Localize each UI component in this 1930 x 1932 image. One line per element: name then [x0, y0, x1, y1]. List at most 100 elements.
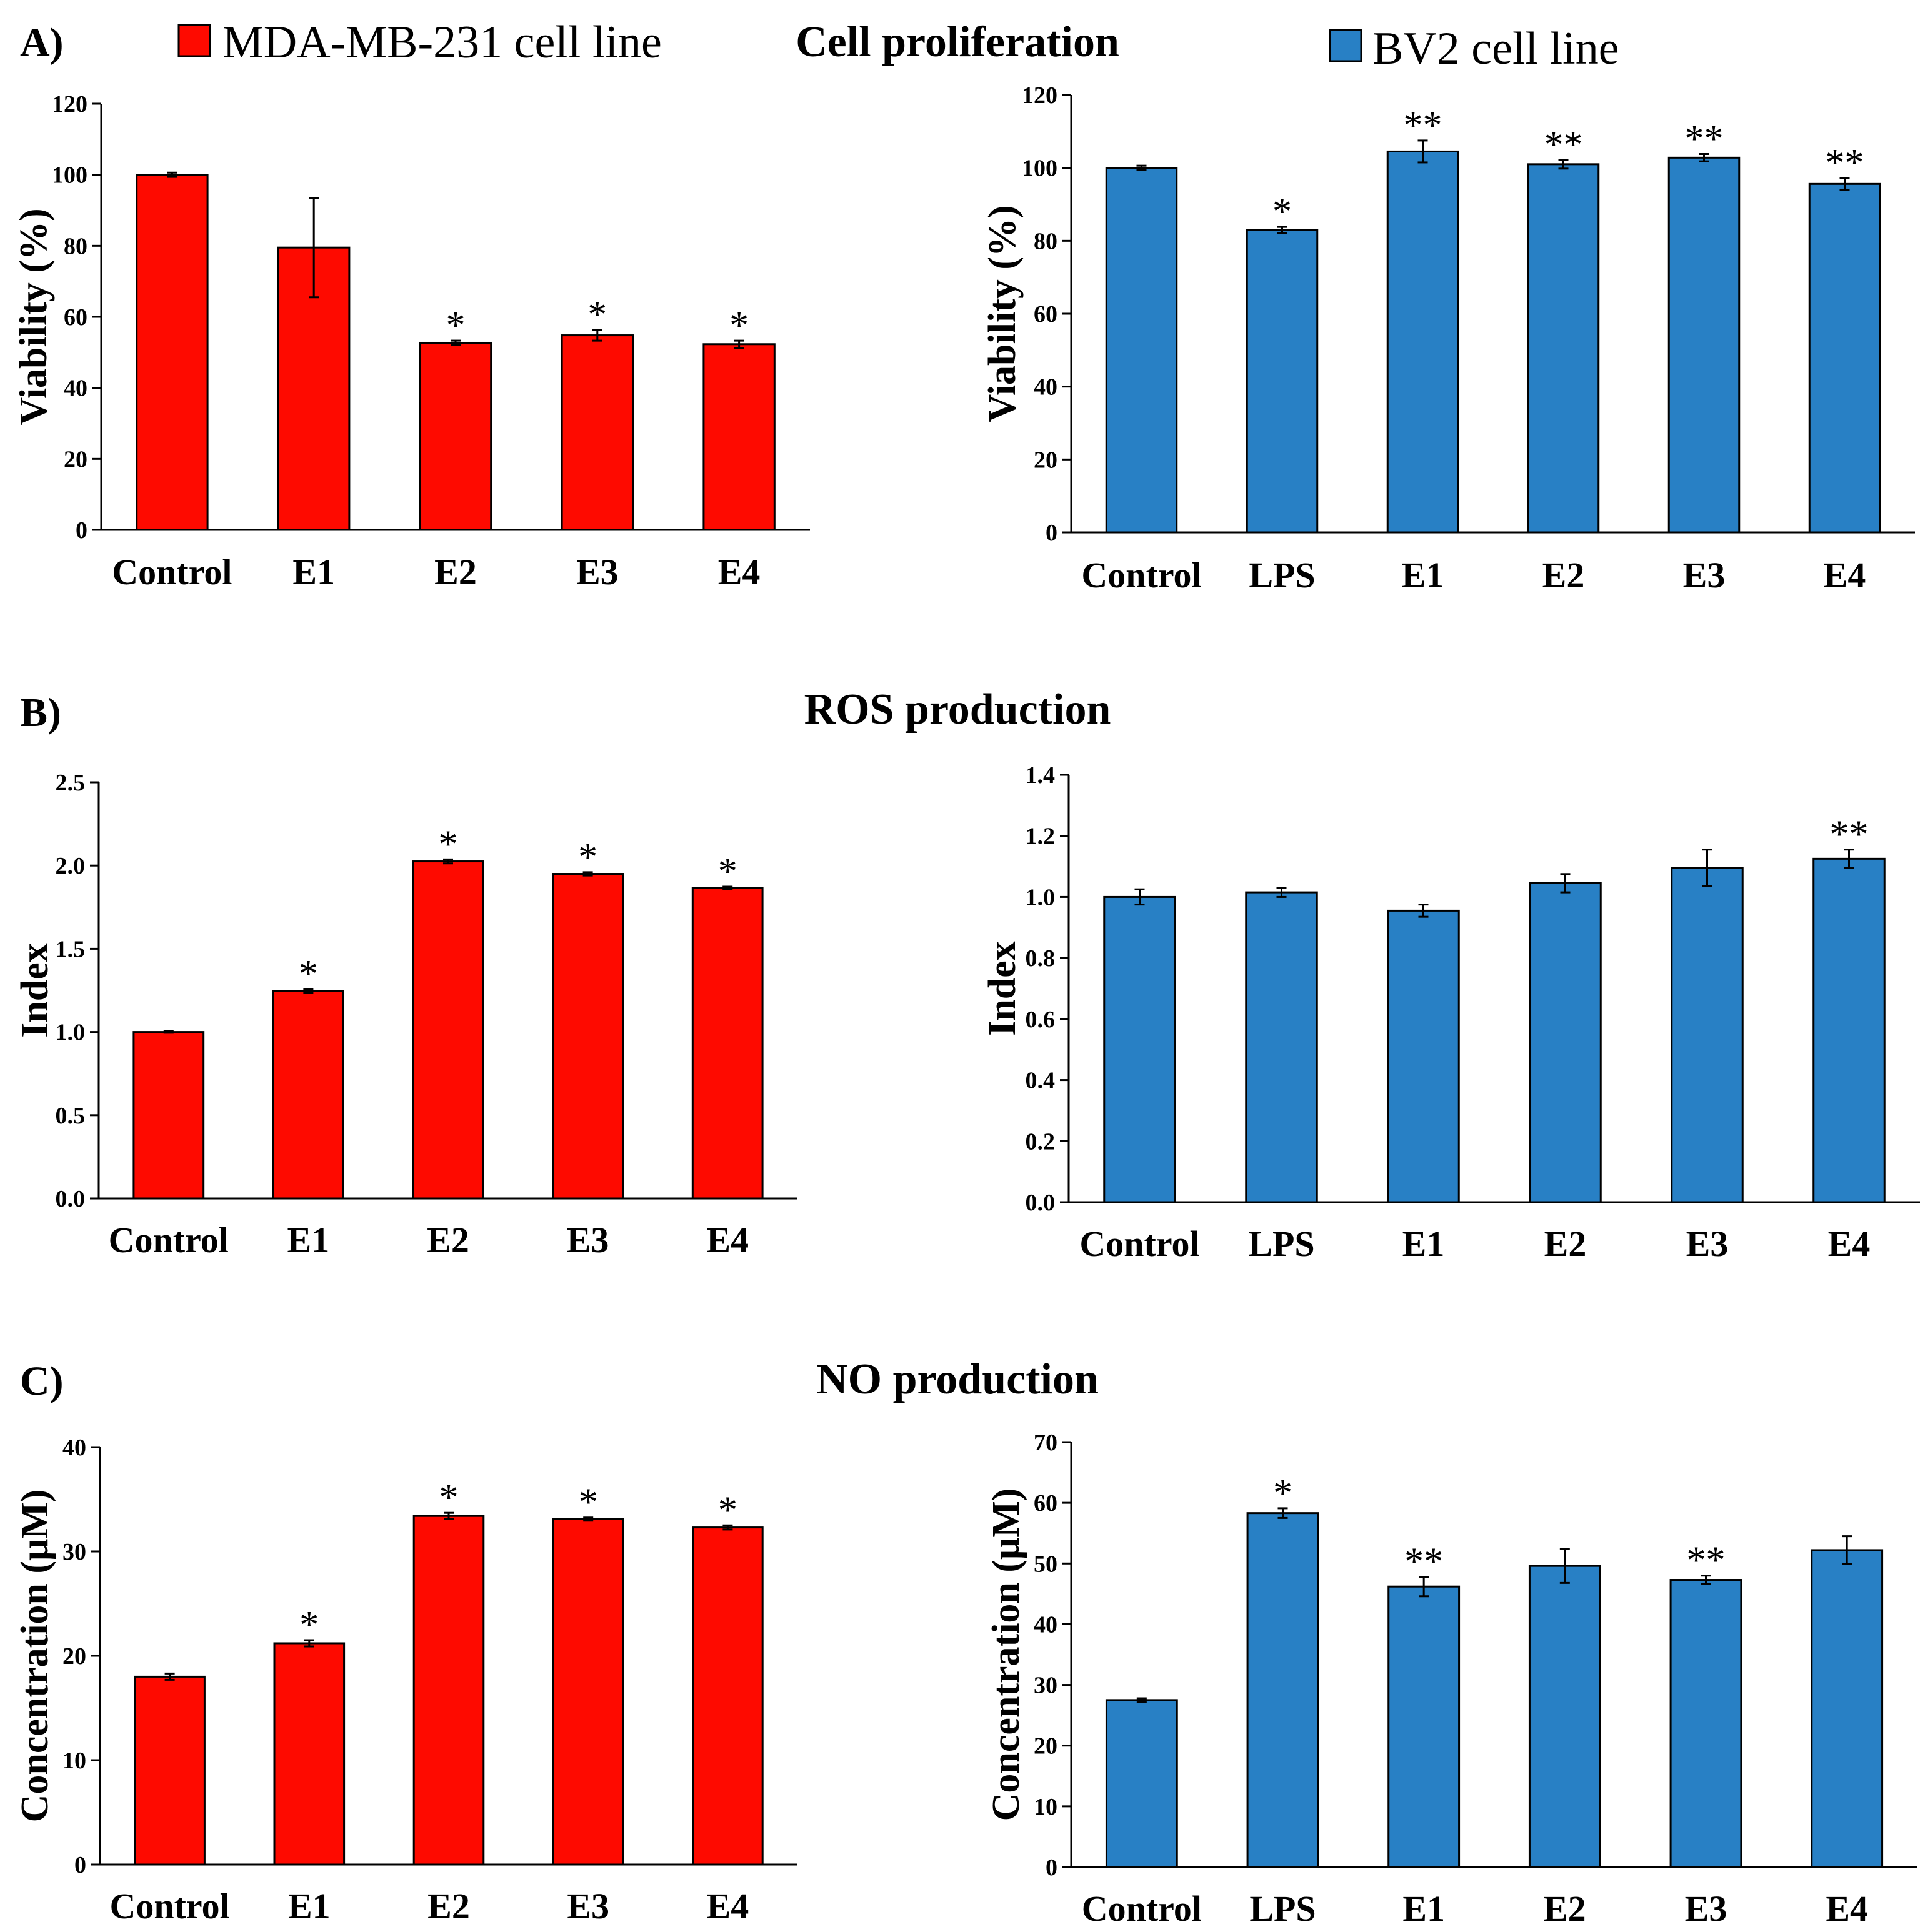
- significance-mark: **: [1685, 118, 1724, 161]
- bar-e1: [272, 990, 344, 1200]
- y-axis-label: Viability (%): [12, 208, 55, 425]
- significance-mark: *: [299, 953, 318, 995]
- significance-mark: *: [439, 1476, 459, 1519]
- y-tick-label: 0.5: [56, 1103, 86, 1129]
- y-tick-label: 20: [1034, 1733, 1058, 1760]
- bar-lps: [1245, 891, 1318, 1203]
- bar-control: [136, 174, 209, 531]
- y-tick-label: 1.5: [56, 936, 86, 962]
- x-tick-label-e1: E1: [288, 1886, 331, 1926]
- x-tick-label-e1: E1: [1402, 1888, 1445, 1929]
- x-tick-label-e4: E4: [1826, 1888, 1868, 1929]
- bar-control: [134, 1675, 206, 1866]
- legend-swatch-bv2: [1329, 29, 1362, 62]
- y-tick-label: 20: [62, 1643, 86, 1670]
- x-tick-label-e1: E1: [292, 552, 335, 592]
- significance-mark: *: [1273, 1472, 1292, 1515]
- x-tick-label-control: Control: [109, 1220, 229, 1260]
- y-axis-label: Concentration (μM): [985, 1488, 1028, 1821]
- y-tick-label: 0: [1046, 520, 1058, 546]
- significance-mark: **: [1404, 1541, 1443, 1583]
- y-tick-label: 0.0: [56, 1186, 86, 1212]
- bar-control: [132, 1031, 205, 1200]
- y-axis-label: Concentration (μM): [14, 1490, 56, 1823]
- significance-mark: *: [718, 850, 738, 893]
- x-tick-label-e1: E1: [1402, 555, 1444, 595]
- bar-e4: [692, 1526, 764, 1866]
- bar-lps: [1246, 229, 1319, 534]
- legend-label-bv2: BV2 cell line: [1372, 23, 1619, 74]
- x-tick-label-e3: E3: [1686, 1223, 1729, 1264]
- section-title-no-production: NO production: [816, 1355, 1099, 1403]
- x-tick-label-e2: E2: [428, 1886, 470, 1926]
- bar-e4: [702, 343, 776, 531]
- x-tick-label-e4: E4: [1824, 555, 1866, 595]
- y-tick-label: 40: [1034, 374, 1058, 401]
- y-axis-label: Viability (%): [981, 205, 1024, 422]
- significance-mark: *: [729, 304, 749, 347]
- bar-e4: [1812, 857, 1886, 1203]
- legend-label-mda: MDA-MB-231 cell line: [222, 17, 662, 68]
- y-tick-label: 20: [1034, 447, 1058, 473]
- x-tick-label-control: Control: [112, 552, 232, 592]
- x-tick-label-e3: E3: [1683, 555, 1726, 595]
- bar-e4: [1808, 182, 1881, 534]
- section-title-cell-proliferation: Cell proliferation: [796, 18, 1119, 66]
- x-tick-label-e3: E3: [567, 1220, 609, 1260]
- x-tick-label-lps: LPS: [1249, 555, 1315, 595]
- bar-e3: [1668, 156, 1741, 534]
- y-tick-label: 60: [1034, 301, 1058, 327]
- x-tick-label-e2: E2: [1544, 1888, 1586, 1929]
- x-tick-label-e1: E1: [288, 1220, 330, 1260]
- y-tick-label: 50: [1034, 1551, 1058, 1577]
- legend-swatch-mda: [178, 24, 211, 57]
- y-tick-label: 30: [62, 1539, 86, 1565]
- y-tick-label: 10: [1034, 1794, 1058, 1820]
- bar-e1: [1387, 909, 1460, 1203]
- significance-mark: *: [578, 836, 598, 879]
- y-tick-label: 40: [62, 1435, 86, 1461]
- significance-mark: *: [579, 1481, 598, 1524]
- y-tick-label: 100: [52, 162, 88, 189]
- bar-lps: [1246, 1512, 1319, 1868]
- y-tick-label: 1.0: [1026, 884, 1056, 910]
- y-tick-label: 0.2: [1026, 1128, 1056, 1155]
- y-tick-label: 10: [62, 1748, 86, 1774]
- y-tick-label: 30: [1034, 1673, 1058, 1699]
- significance-mark: *: [588, 294, 607, 336]
- bar-e1: [1388, 1585, 1461, 1868]
- y-tick-label: 40: [1034, 1611, 1058, 1638]
- bar-e2: [412, 860, 484, 1200]
- x-tick-label-e2: E2: [434, 552, 477, 592]
- significance-mark: **: [1830, 814, 1869, 856]
- panel-label-b: B): [20, 690, 61, 735]
- significance-mark: *: [446, 304, 466, 347]
- y-axis-label: Index: [981, 941, 1024, 1036]
- x-tick-label-control: Control: [1082, 1888, 1202, 1929]
- bar-e2: [1527, 163, 1600, 534]
- bar-e3: [561, 334, 634, 531]
- significance-mark: *: [439, 823, 458, 865]
- x-tick-label-lps: LPS: [1249, 1888, 1316, 1929]
- x-tick-label-e3: E3: [576, 552, 619, 592]
- y-tick-label: 2.5: [56, 770, 86, 796]
- bar-e4: [1811, 1549, 1884, 1868]
- significance-mark: **: [1826, 142, 1864, 184]
- y-tick-label: 0: [74, 1852, 86, 1878]
- x-tick-label-control: Control: [1081, 555, 1201, 595]
- bar-e2: [1529, 882, 1602, 1203]
- y-tick-label: 0: [76, 517, 88, 544]
- section-title-ros-production: ROS production: [804, 685, 1111, 734]
- x-tick-label-control: Control: [109, 1886, 229, 1926]
- panel-label-a: A): [20, 20, 64, 66]
- significance-mark: **: [1544, 124, 1583, 166]
- y-tick-label: 120: [52, 91, 88, 117]
- y-tick-label: 0.8: [1026, 945, 1056, 972]
- y-tick-label: 1.0: [56, 1020, 86, 1046]
- y-tick-label: 0.6: [1026, 1007, 1056, 1033]
- y-tick-label: 20: [64, 446, 88, 472]
- x-tick-label-control: Control: [1079, 1223, 1199, 1264]
- y-tick-label: 1.4: [1026, 762, 1056, 789]
- x-tick-label-e1: E1: [1402, 1223, 1445, 1264]
